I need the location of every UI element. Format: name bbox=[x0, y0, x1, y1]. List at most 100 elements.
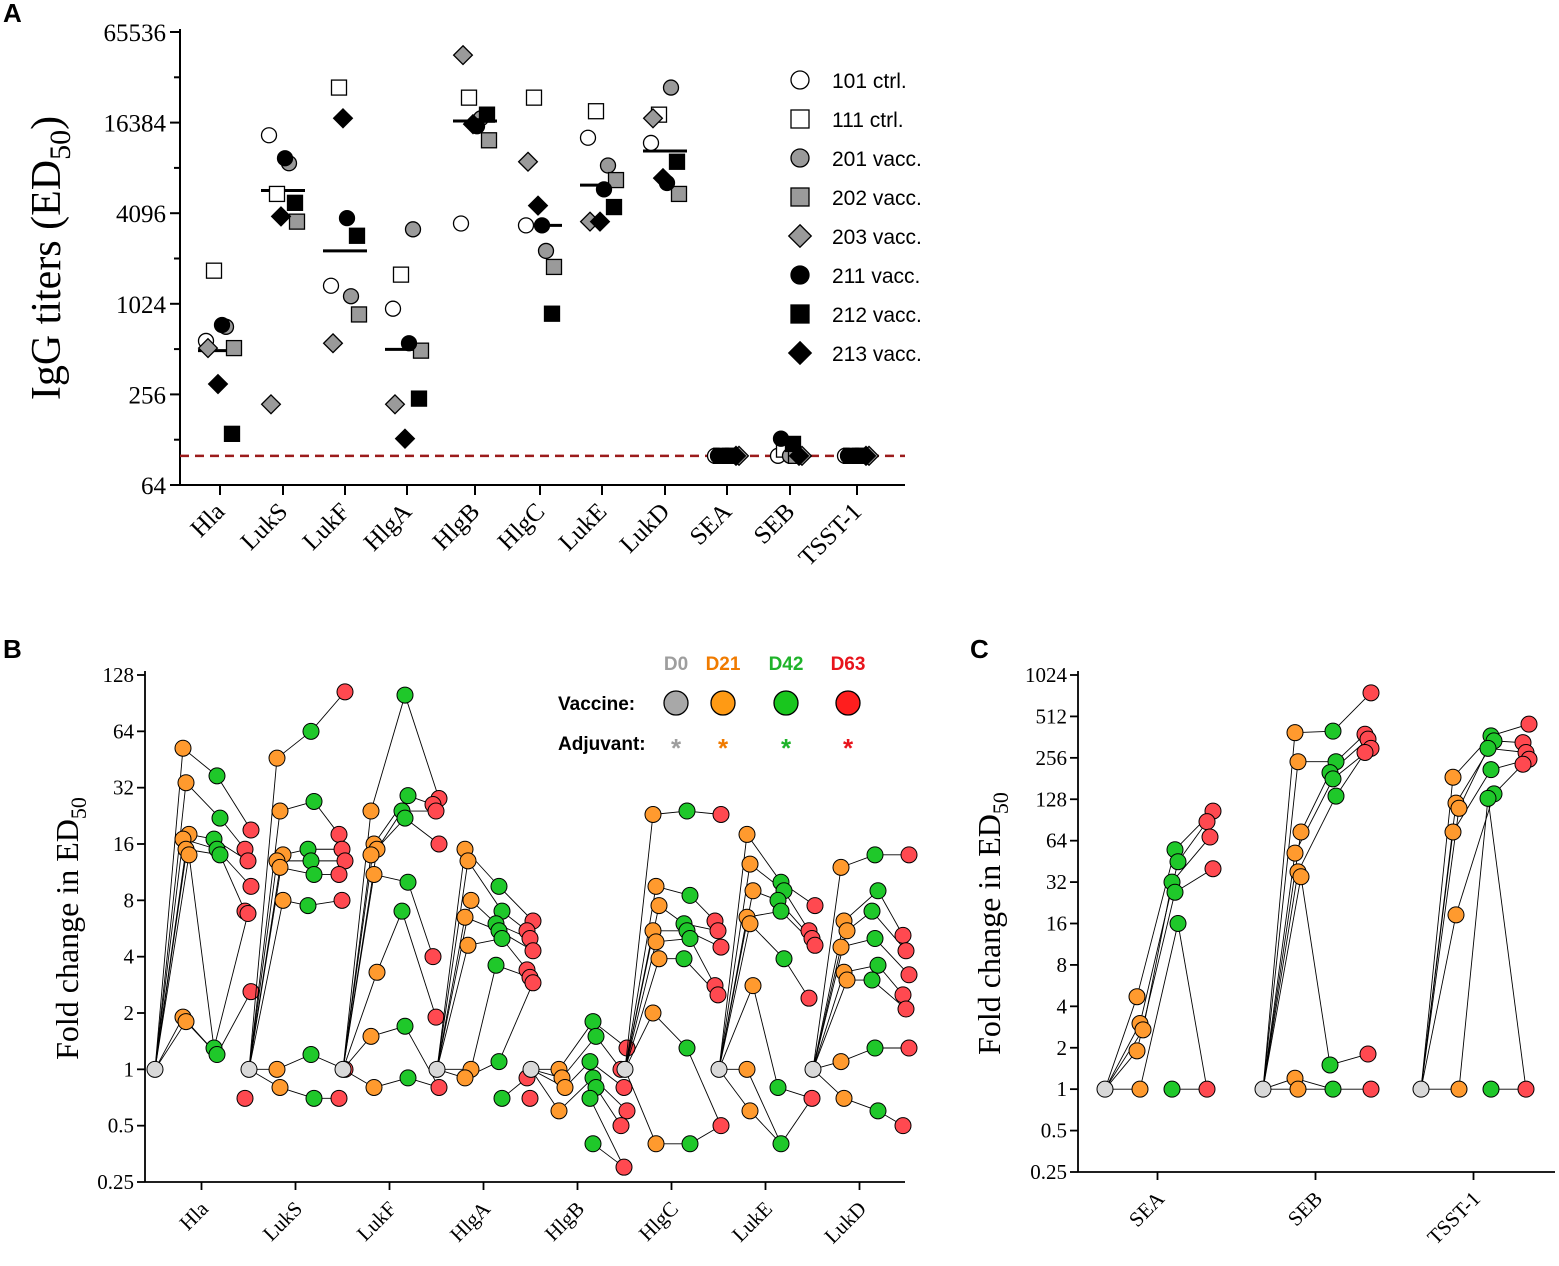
legend-marker bbox=[787, 340, 813, 366]
data-point bbox=[652, 167, 674, 189]
d21-point bbox=[838, 922, 856, 940]
d63-point bbox=[1198, 1080, 1216, 1098]
subject-line bbox=[718, 1069, 751, 1112]
data-point bbox=[205, 262, 223, 279]
subject-line bbox=[248, 860, 278, 1070]
data-point bbox=[788, 445, 810, 467]
subject-line bbox=[1171, 836, 1211, 883]
d21-point bbox=[1450, 1080, 1468, 1098]
data-point bbox=[207, 373, 229, 395]
data-point bbox=[545, 258, 563, 276]
d21-point bbox=[271, 802, 289, 820]
d21-point bbox=[1444, 768, 1462, 786]
x-tick-label: LukS bbox=[236, 498, 293, 555]
subject-line bbox=[154, 1016, 184, 1070]
d63-point bbox=[618, 1102, 636, 1120]
d21-point bbox=[180, 846, 198, 864]
subject-line bbox=[718, 917, 748, 1070]
subject-line bbox=[812, 972, 845, 1070]
subject-line bbox=[718, 834, 748, 1070]
subject-line bbox=[1420, 831, 1454, 1090]
x-tick-label: HlgC bbox=[634, 1197, 683, 1246]
d63-point bbox=[900, 846, 918, 864]
d63-point bbox=[1356, 743, 1374, 761]
d21-point bbox=[1450, 799, 1468, 817]
subject-line bbox=[624, 930, 654, 1070]
d42-point bbox=[1482, 761, 1500, 779]
subject-line bbox=[342, 972, 378, 1070]
data-point bbox=[599, 157, 617, 174]
d21-point bbox=[1286, 844, 1304, 862]
y-tick-label: 4 bbox=[1057, 994, 1068, 1018]
x-tick-label: LukF bbox=[298, 498, 355, 555]
y-tick-label: 8 bbox=[1057, 953, 1068, 977]
data-point bbox=[527, 195, 549, 216]
y-tick-label: 4096 bbox=[116, 201, 166, 228]
d42-point bbox=[587, 1027, 605, 1045]
y-title-main: Fold change in ED bbox=[971, 814, 1007, 1055]
d21-point bbox=[268, 749, 286, 767]
d42-point bbox=[399, 787, 417, 805]
d21-point bbox=[1128, 988, 1146, 1006]
subject-line bbox=[154, 782, 187, 1070]
d42-point bbox=[302, 1046, 320, 1064]
d63-point bbox=[709, 986, 727, 1004]
subject-line bbox=[1300, 876, 1331, 1066]
data-point bbox=[213, 316, 231, 334]
d42-point bbox=[490, 877, 508, 895]
data-point bbox=[480, 132, 498, 149]
subject-line bbox=[436, 945, 469, 1070]
d42-point bbox=[866, 1039, 884, 1057]
subject-line bbox=[467, 860, 503, 912]
legend-marker bbox=[787, 223, 813, 249]
subject-line bbox=[436, 917, 466, 1070]
y-tick-label: 4 bbox=[124, 945, 135, 969]
d63-point bbox=[800, 989, 818, 1007]
legend-marker bbox=[790, 70, 810, 90]
subject-line bbox=[1104, 996, 1138, 1090]
d21-point bbox=[647, 933, 665, 951]
legend-marker bbox=[790, 304, 810, 324]
subject-line bbox=[624, 886, 657, 1070]
subject-line bbox=[1262, 876, 1302, 1090]
subject-line bbox=[1136, 849, 1176, 997]
subject-line bbox=[154, 839, 184, 1070]
subject-line bbox=[404, 694, 440, 799]
data-point bbox=[543, 305, 561, 322]
y-tick-label: 0.25 bbox=[1030, 1160, 1067, 1184]
d42-point bbox=[1166, 883, 1184, 901]
d42-point bbox=[581, 1053, 599, 1071]
subject-line bbox=[1104, 1023, 1141, 1090]
subject-line bbox=[248, 900, 284, 1070]
d63-point bbox=[806, 936, 824, 954]
subject-line bbox=[689, 938, 716, 986]
data-point bbox=[384, 394, 406, 415]
data-point bbox=[384, 300, 402, 317]
d42-point bbox=[1479, 789, 1497, 807]
y-tick-label: 16384 bbox=[104, 111, 167, 138]
subject-line bbox=[718, 923, 751, 1070]
d42-point bbox=[581, 1089, 599, 1107]
data-point bbox=[412, 342, 430, 359]
subject-line bbox=[752, 985, 779, 1088]
subject-line bbox=[1458, 798, 1489, 1090]
data-point bbox=[517, 151, 539, 173]
d63-point bbox=[897, 1000, 915, 1018]
d63-point bbox=[242, 821, 260, 839]
d42-point bbox=[399, 1069, 417, 1087]
d63-point bbox=[430, 835, 448, 853]
subject-line bbox=[1262, 761, 1299, 1090]
d0-point bbox=[146, 1060, 164, 1078]
subject-line bbox=[436, 860, 469, 1070]
y-tick-label: 0.5 bbox=[108, 1114, 134, 1138]
x-tick-label: TSST-1 bbox=[794, 498, 867, 571]
subject-line bbox=[1458, 748, 1489, 809]
legend-vaccine-label: Vaccine: bbox=[558, 694, 635, 715]
subject-line bbox=[470, 965, 497, 1070]
y-tick-label: 16 bbox=[1046, 912, 1067, 936]
d63-point bbox=[900, 1039, 918, 1057]
d42-point bbox=[1479, 739, 1497, 757]
data-point bbox=[537, 242, 555, 260]
subject-line bbox=[624, 941, 657, 1070]
x-tick-label: Hla bbox=[186, 498, 231, 543]
